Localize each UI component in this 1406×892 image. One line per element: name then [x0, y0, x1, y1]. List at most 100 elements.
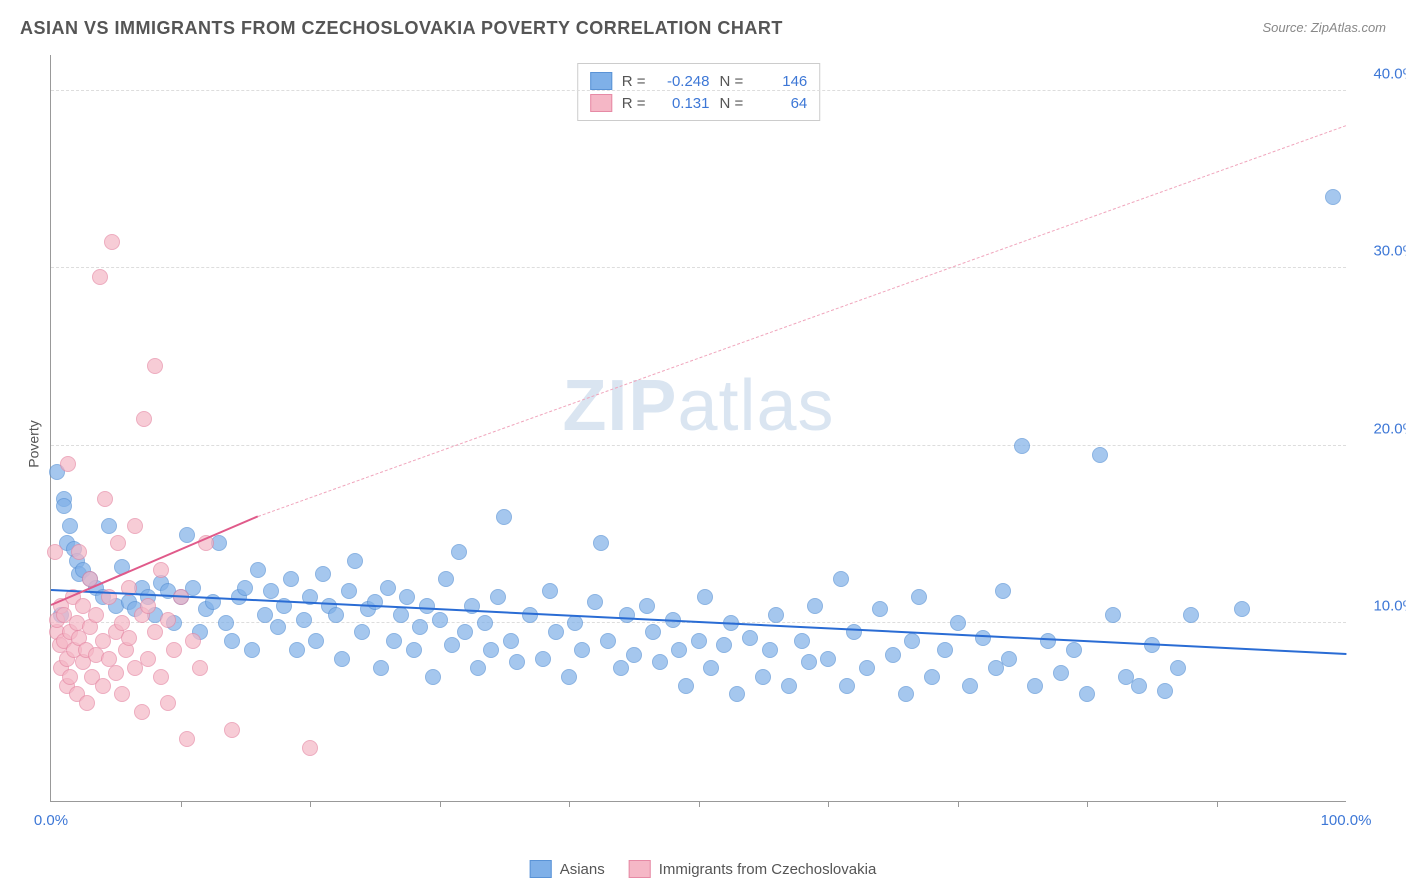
- data-point: [1234, 601, 1250, 617]
- data-point: [924, 669, 940, 685]
- data-point: [509, 654, 525, 670]
- data-point: [92, 269, 108, 285]
- data-point: [1170, 660, 1186, 676]
- data-point: [898, 686, 914, 702]
- data-point: [839, 678, 855, 694]
- data-point: [79, 695, 95, 711]
- watermark: ZIPatlas: [562, 365, 834, 447]
- data-point: [95, 678, 111, 694]
- data-point: [224, 633, 240, 649]
- data-point: [263, 583, 279, 599]
- data-point: [134, 704, 150, 720]
- data-point: [108, 665, 124, 681]
- x-tick-label: 0.0%: [34, 812, 68, 829]
- data-point: [425, 669, 441, 685]
- data-point: [820, 651, 836, 667]
- data-point: [645, 624, 661, 640]
- data-point: [457, 624, 473, 640]
- data-point: [140, 651, 156, 667]
- data-point: [587, 594, 603, 610]
- data-point: [729, 686, 745, 702]
- data-point: [192, 660, 208, 676]
- data-point: [373, 660, 389, 676]
- data-point: [315, 566, 331, 582]
- x-tick-mark: [1217, 801, 1218, 807]
- y-axis-label: Poverty: [26, 420, 42, 467]
- data-point: [47, 544, 63, 560]
- data-point: [110, 535, 126, 551]
- x-tick-mark: [569, 801, 570, 807]
- data-point: [250, 562, 266, 578]
- data-point: [367, 594, 383, 610]
- data-point: [451, 544, 467, 560]
- data-point: [678, 678, 694, 694]
- data-point: [185, 633, 201, 649]
- x-tick-label: 100.0%: [1321, 812, 1372, 829]
- data-point: [962, 678, 978, 694]
- data-point: [950, 615, 966, 631]
- data-point: [160, 612, 176, 628]
- data-point: [289, 642, 305, 658]
- data-point: [995, 583, 1011, 599]
- data-point: [101, 518, 117, 534]
- data-point: [218, 615, 234, 631]
- data-point: [1027, 678, 1043, 694]
- swatch-series1: [590, 72, 612, 90]
- data-point: [257, 607, 273, 623]
- data-point: [380, 580, 396, 596]
- data-point: [975, 630, 991, 646]
- data-point: [127, 518, 143, 534]
- data-point: [755, 669, 771, 685]
- y-tick-label: 30.0%: [1356, 243, 1406, 260]
- source-attribution: Source: ZipAtlas.com: [1262, 20, 1386, 35]
- data-point: [768, 607, 784, 623]
- legend-label-series1: Asians: [560, 861, 605, 878]
- data-point: [535, 651, 551, 667]
- data-point: [703, 660, 719, 676]
- data-point: [153, 562, 169, 578]
- y-tick-label: 40.0%: [1356, 65, 1406, 82]
- r-label: R =: [622, 73, 646, 90]
- data-point: [412, 619, 428, 635]
- data-point: [136, 411, 152, 427]
- data-point: [1325, 189, 1341, 205]
- data-point: [104, 234, 120, 250]
- gridline: [51, 90, 1346, 91]
- y-tick-label: 10.0%: [1356, 598, 1406, 615]
- x-tick-mark: [1087, 801, 1088, 807]
- data-point: [859, 660, 875, 676]
- data-point: [872, 601, 888, 617]
- data-point: [308, 633, 324, 649]
- data-point: [542, 583, 558, 599]
- legend-swatch-series1: [530, 860, 552, 878]
- chart-title: ASIAN VS IMMIGRANTS FROM CZECHOSLOVAKIA …: [20, 18, 1386, 39]
- r-label: R =: [622, 95, 646, 112]
- data-point: [1105, 607, 1121, 623]
- data-point: [548, 624, 564, 640]
- data-point: [62, 518, 78, 534]
- legend-item-series1: Asians: [530, 860, 605, 878]
- data-point: [619, 607, 635, 623]
- data-point: [1001, 651, 1017, 667]
- x-tick-mark: [699, 801, 700, 807]
- data-point: [483, 642, 499, 658]
- data-point: [1131, 678, 1147, 694]
- data-point: [237, 580, 253, 596]
- data-point: [121, 630, 137, 646]
- data-point: [393, 607, 409, 623]
- data-point: [742, 630, 758, 646]
- legend-swatch-series2: [629, 860, 651, 878]
- data-point: [691, 633, 707, 649]
- data-point: [419, 598, 435, 614]
- data-point: [1053, 665, 1069, 681]
- n-value-series2: 64: [753, 95, 807, 112]
- data-point: [62, 669, 78, 685]
- data-point: [147, 624, 163, 640]
- data-point: [937, 642, 953, 658]
- data-point: [296, 612, 312, 628]
- data-point: [386, 633, 402, 649]
- data-point: [781, 678, 797, 694]
- stats-legend-box: R = -0.248 N = 146 R = 0.131 N = 64: [577, 63, 821, 121]
- gridline: [51, 267, 1346, 268]
- swatch-series2: [590, 94, 612, 112]
